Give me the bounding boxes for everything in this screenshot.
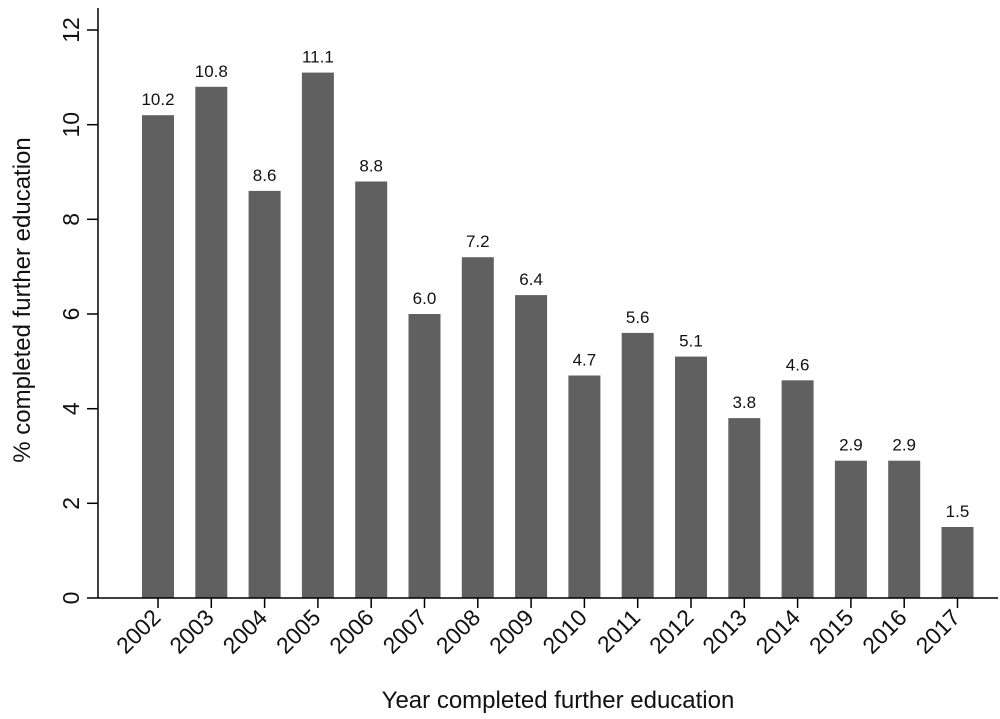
bar-2011 [621,332,654,598]
x-tick-label-2007: 2007 [377,604,432,659]
value-label-2008: 7.2 [466,232,490,251]
value-label-2007: 6.0 [413,289,437,308]
value-label-2005: 11.1 [302,48,334,67]
value-label-2003: 10.8 [195,62,228,81]
bar-2003 [195,86,228,599]
y-axis-title: % completed further education [9,137,36,463]
x-tick-label-2016: 2016 [857,604,912,659]
bar-2002 [142,115,174,598]
bar-2015 [834,460,867,598]
x-tick-label-2003: 2003 [164,604,219,659]
y-tick-label: 10 [58,112,84,138]
y-ticks-group: 0 2 4 6 8 10 12 [58,17,98,604]
x-tick-label-2010: 2010 [537,604,592,659]
x-tick-label-2017: 2017 [910,604,965,659]
bar-2017 [941,527,974,598]
bar-2006 [355,181,388,598]
bar-2014 [781,380,814,598]
value-label-2002: 10.2 [141,90,174,109]
x-tick-label-2015: 2015 [804,604,859,659]
y-tick-label: 2 [58,497,84,510]
bar-2005 [301,72,334,599]
x-tick-label-2005: 2005 [271,604,326,659]
x-tick-label-2012: 2012 [644,604,699,659]
value-labels-group: 10.2 10.8 8.6 11.1 8.8 6.0 7.2 6.4 4.7 5.6 5.1 3.8 4… [141,48,969,521]
x-tick-label-2013: 2013 [697,604,752,659]
x-tick-label-2008: 2008 [431,604,486,659]
y-tick-label: 0 [58,592,84,605]
x-tick-label-2004: 2004 [218,604,273,659]
y-tick-label: 4 [58,402,84,415]
x-axis-title: Year completed further education [382,687,735,714]
y-tick-label: 8 [58,213,84,226]
bar-2013 [728,418,761,598]
bar-2007 [408,314,441,598]
x-tick-label-2009: 2009 [484,604,539,659]
x-tick-label-2002: 2002 [111,604,166,659]
value-label-2015: 2.9 [839,436,863,455]
bar-2010 [568,375,601,598]
value-label-2004: 8.6 [253,166,277,185]
bar-2009 [515,295,548,598]
value-label-2012: 5.1 [679,332,703,351]
x-tick-label-2014: 2014 [751,604,806,659]
value-label-2017: 1.5 [946,502,970,521]
value-label-2016: 2.9 [892,436,916,455]
bar-2008 [461,257,494,598]
value-label-2013: 3.8 [732,393,756,412]
value-label-2014: 4.6 [786,355,810,374]
value-label-2011: 5.6 [626,308,650,327]
y-tick-label: 12 [58,17,84,43]
y-tick-label: 6 [58,308,84,321]
bar-2012 [675,356,707,598]
bar-2016 [888,460,921,598]
x-tick-label-2011: 2011 [592,604,645,657]
bars-group [142,72,974,599]
value-label-2009: 6.4 [519,270,543,289]
bar-2004 [248,190,281,598]
x-tick-label-2006: 2006 [324,604,379,659]
value-label-2006: 8.8 [359,157,383,176]
value-label-2010: 4.7 [573,351,597,370]
